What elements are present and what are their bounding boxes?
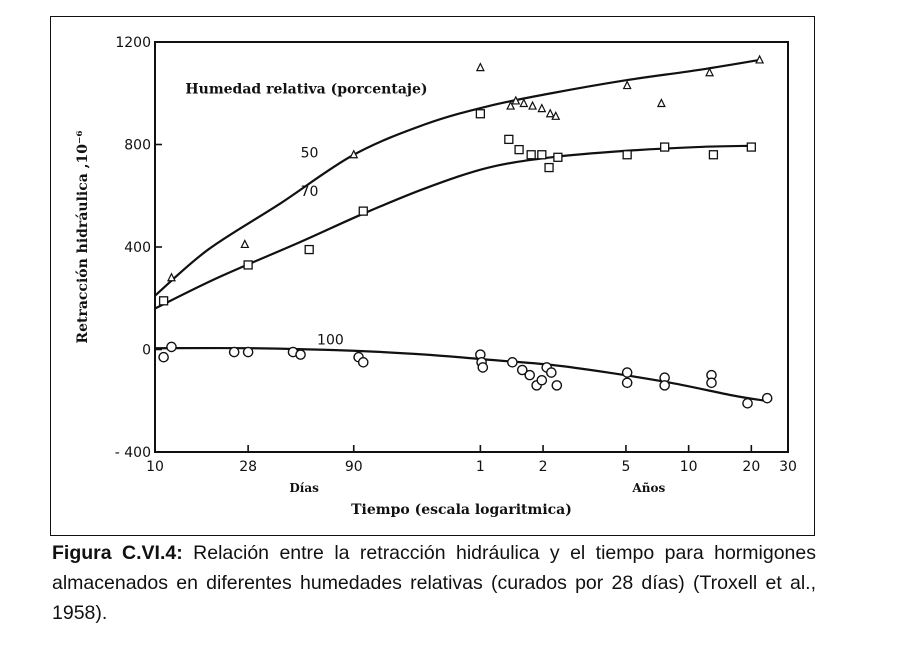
point-rh-70-8 bbox=[537, 150, 547, 160]
curve-rh-50 bbox=[154, 58, 760, 297]
y-axis-title: Retracción hidráulica ,10⁻⁶ bbox=[75, 130, 91, 343]
series-label-100: 100 bbox=[317, 332, 344, 348]
x-unit-days-label: Días bbox=[289, 481, 319, 495]
y-tick-label-400: 400 bbox=[124, 240, 151, 256]
y-tick-label-1200: 1200 bbox=[115, 35, 151, 51]
point-rh-70-13 bbox=[708, 150, 719, 160]
point-rh-50-2 bbox=[349, 149, 359, 159]
point-rh-50-0 bbox=[167, 272, 176, 282]
point-rh-50-6 bbox=[519, 98, 529, 108]
x-tick-label-1: 28 bbox=[239, 459, 257, 475]
caption-text: Relación entre la retracción hidráulica … bbox=[52, 542, 816, 624]
x-tick-label-4: 2 bbox=[539, 459, 548, 475]
point-rh-50-4 bbox=[506, 100, 516, 110]
point-rh-70-5 bbox=[504, 134, 514, 145]
y-tick-label-0: 0 bbox=[142, 343, 151, 359]
x-tick-label-2: 90 bbox=[345, 459, 363, 475]
point-rh-50-11 bbox=[622, 80, 632, 90]
point-rh-100-7 bbox=[357, 357, 369, 368]
point-rh-100-12 bbox=[516, 364, 528, 376]
point-rh-70-1 bbox=[243, 260, 253, 270]
x-tick-label-3: 1 bbox=[476, 459, 485, 475]
point-rh-100-15 bbox=[536, 374, 548, 386]
caption-label: Figura C.VI.4: bbox=[52, 542, 183, 564]
point-rh-100-10 bbox=[477, 362, 489, 373]
point-rh-100-20 bbox=[621, 377, 633, 389]
point-rh-100-2 bbox=[228, 346, 240, 358]
point-rh-70-9 bbox=[544, 162, 554, 173]
point-rh-50-14 bbox=[755, 54, 765, 64]
point-rh-50-3 bbox=[475, 62, 485, 72]
figure-caption: Figura C.VI.4: Relación entre la retracc… bbox=[52, 538, 816, 628]
point-rh-70-10 bbox=[553, 152, 563, 162]
x-axis-title: Tiempo (escala logaritmica) bbox=[351, 502, 572, 518]
point-rh-100-1 bbox=[166, 341, 177, 353]
x-unit-years-label: Años bbox=[631, 481, 665, 495]
x-tick-label-8: 30 bbox=[779, 459, 797, 475]
point-rh-100-3 bbox=[242, 346, 254, 358]
point-rh-50-7 bbox=[528, 100, 538, 110]
point-rh-50-10 bbox=[551, 110, 561, 120]
point-rh-100-24 bbox=[706, 377, 717, 389]
point-rh-100-11 bbox=[507, 357, 518, 368]
y-tick-label-800: 800 bbox=[124, 138, 151, 154]
point-rh-70-12 bbox=[660, 142, 670, 152]
point-rh-50-1 bbox=[240, 239, 250, 249]
y-tick-label--400: - 400 bbox=[115, 445, 151, 461]
point-rh-100-17 bbox=[546, 367, 557, 378]
x-tick-label-5: 5 bbox=[621, 459, 630, 475]
x-tick-label-0: 10 bbox=[146, 459, 164, 475]
point-rh-70-4 bbox=[475, 109, 486, 119]
plot-area-border bbox=[154, 41, 789, 453]
point-rh-50-13 bbox=[705, 67, 715, 77]
curve-rh-70 bbox=[154, 144, 754, 310]
series-label-50: 50 bbox=[301, 145, 319, 161]
point-rh-100-18 bbox=[551, 380, 563, 391]
point-rh-100-0 bbox=[158, 351, 169, 363]
point-rh-100-26 bbox=[761, 392, 773, 404]
point-rh-50-5 bbox=[511, 95, 521, 105]
point-rh-100-5 bbox=[295, 349, 306, 360]
point-rh-100-13 bbox=[524, 369, 536, 381]
legend-title: Humedad relativa (porcentaje) bbox=[185, 81, 427, 97]
point-rh-70-3 bbox=[358, 206, 368, 216]
point-rh-50-12 bbox=[656, 98, 666, 108]
x-tick-label-7: 20 bbox=[742, 459, 760, 475]
point-rh-100-22 bbox=[659, 380, 670, 391]
point-rh-50-9 bbox=[545, 108, 555, 118]
series-label-70: 70 bbox=[301, 184, 319, 200]
point-rh-100-19 bbox=[621, 367, 633, 378]
x-tick-label-6: 10 bbox=[680, 459, 698, 475]
point-rh-100-25 bbox=[742, 398, 753, 409]
curve-rh-100 bbox=[154, 346, 766, 402]
point-rh-70-0 bbox=[158, 296, 169, 306]
point-rh-70-14 bbox=[746, 142, 756, 152]
point-rh-70-6 bbox=[514, 144, 524, 155]
point-rh-70-11 bbox=[622, 150, 632, 160]
point-rh-70-7 bbox=[526, 150, 536, 160]
point-rh-50-8 bbox=[537, 103, 547, 113]
point-rh-70-2 bbox=[304, 244, 314, 255]
